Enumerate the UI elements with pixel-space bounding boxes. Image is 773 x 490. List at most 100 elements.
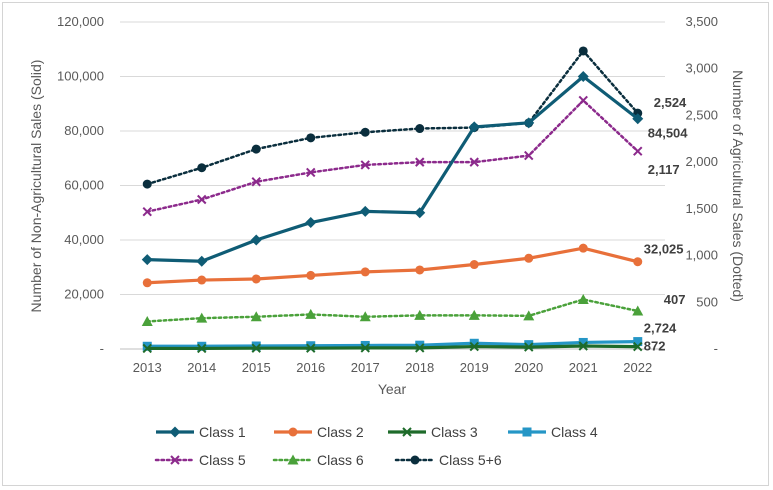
data-label-class-5: 2,117: [648, 162, 680, 177]
series-class-2: [142, 243, 643, 288]
data-point-class-2: [578, 243, 588, 253]
data-point-class-5plus6: [415, 124, 425, 134]
data-point-class-5: [415, 157, 425, 167]
data-point-class-3: [469, 341, 479, 352]
legend-swatch-marker: [410, 455, 420, 465]
marker-stroke: [197, 343, 207, 354]
left-tick-label: 60,000: [64, 178, 104, 193]
data-point-class-2: [633, 257, 643, 267]
data-label-class-6: 407: [664, 292, 686, 307]
legend: Class 1 Class 2 Class 3 Class 4 Class 5 Class…: [154, 424, 598, 468]
marker-stroke: [251, 177, 261, 187]
data-point-class-1: [359, 205, 371, 217]
data-point-class-4: [633, 337, 643, 347]
right-tick-label: 3,000: [685, 61, 718, 76]
series-class-1: [141, 71, 644, 267]
data-point-class-2: [251, 274, 261, 284]
right-tick-label: 3,500: [685, 14, 718, 29]
legend-item-class-3: Class 3: [388, 424, 478, 440]
marker-stroke: [360, 160, 370, 170]
right-tick-label: 500: [696, 294, 718, 309]
data-point-class-5: [197, 194, 207, 205]
data-point-class-4: [197, 341, 207, 351]
data-point-class-5: [578, 95, 588, 106]
series-line-class-5plus6: [146, 49, 639, 186]
data-point-class-3: [633, 341, 643, 352]
series-line-class-4: [147, 339, 638, 348]
data-point-class-4: [306, 341, 316, 351]
legend-item-class-1: Class 1: [156, 424, 246, 440]
data-point-class-1: [141, 254, 153, 266]
marker-stroke: [142, 206, 152, 217]
legend-item-class-5plus6: Class 5+6: [394, 452, 502, 468]
marker-stroke: [402, 427, 412, 437]
left-tick-label: 120,000: [57, 14, 104, 29]
data-point-class-6: [468, 309, 480, 320]
data-point-class-2: [197, 275, 207, 285]
data-point-class-1: [523, 117, 535, 129]
data-point-class-2: [469, 260, 479, 270]
legend-item-class-4: Class 4: [508, 424, 598, 440]
right-tick-label: 2,500: [685, 107, 718, 122]
data-point-class-6: [359, 311, 371, 322]
data-point-class-2: [415, 265, 425, 275]
x-tick-label: 2020: [514, 360, 543, 375]
series-line-class-5: [146, 99, 639, 213]
x-tick-label: 2021: [569, 360, 598, 375]
data-point-class-6: [250, 311, 262, 322]
data-point-class-3: [142, 343, 152, 354]
marker-stroke: [633, 341, 643, 352]
data-point-class-1: [305, 217, 317, 229]
legend-label: Class 5: [199, 452, 246, 468]
data-point-class-5: [142, 206, 152, 217]
data-point-class-4: [415, 340, 425, 350]
data-point-class-3: [360, 343, 370, 353]
marker-stroke: [415, 343, 425, 353]
data-point-class-3: [197, 343, 207, 354]
x-axis-title: Year: [378, 381, 407, 397]
data-point-class-6: [305, 308, 317, 319]
data-point-class-3: [306, 343, 316, 353]
series-class-5: [142, 95, 643, 217]
data-point-class-4: [524, 340, 534, 350]
marker-stroke: [469, 157, 479, 167]
data-point-class-3: [524, 342, 534, 352]
data-point-class-3: [251, 343, 261, 353]
data-point-class-5: [633, 146, 643, 156]
data-point-class-5plus6: [306, 133, 316, 143]
series-class-3: [142, 341, 643, 354]
data-point-class-4: [251, 341, 261, 351]
data-point-class-6: [141, 315, 153, 326]
marker-stroke: [415, 157, 425, 167]
legend-label: Class 2: [317, 424, 364, 440]
marker-stroke: [524, 150, 534, 161]
marker-stroke: [170, 455, 180, 465]
marker-stroke: [306, 343, 316, 353]
x-tick-label: 2013: [133, 360, 162, 375]
x-tick-label: 2022: [623, 360, 652, 375]
right-tick-label: 2,000: [685, 154, 718, 169]
series-line-class-3: [147, 344, 638, 351]
legend-swatch-marker: [287, 454, 299, 465]
data-point-class-5: [360, 160, 370, 170]
legend-label: Class 3: [431, 424, 478, 440]
series-class-4: [142, 337, 643, 351]
marker-stroke: [524, 342, 534, 352]
marker-stroke: [578, 341, 588, 351]
marker-stroke: [578, 95, 588, 106]
legend-label: Class 6: [317, 452, 364, 468]
marker-stroke: [251, 343, 261, 353]
left-tick-label: 100,000: [57, 69, 104, 84]
right-tick-label: 1,000: [685, 248, 718, 263]
data-point-class-6: [523, 310, 535, 321]
left-tick-label: 80,000: [64, 123, 104, 138]
y-axis-right-title: Number of Agricultural Sales (Dotted): [730, 70, 746, 302]
legend-swatch-marker: [170, 455, 180, 465]
legend-label: Class 4: [551, 424, 598, 440]
data-point-class-6: [196, 312, 208, 323]
data-point-class-5: [251, 177, 261, 187]
marker-stroke: [306, 167, 316, 178]
data-point-class-4: [360, 340, 370, 350]
